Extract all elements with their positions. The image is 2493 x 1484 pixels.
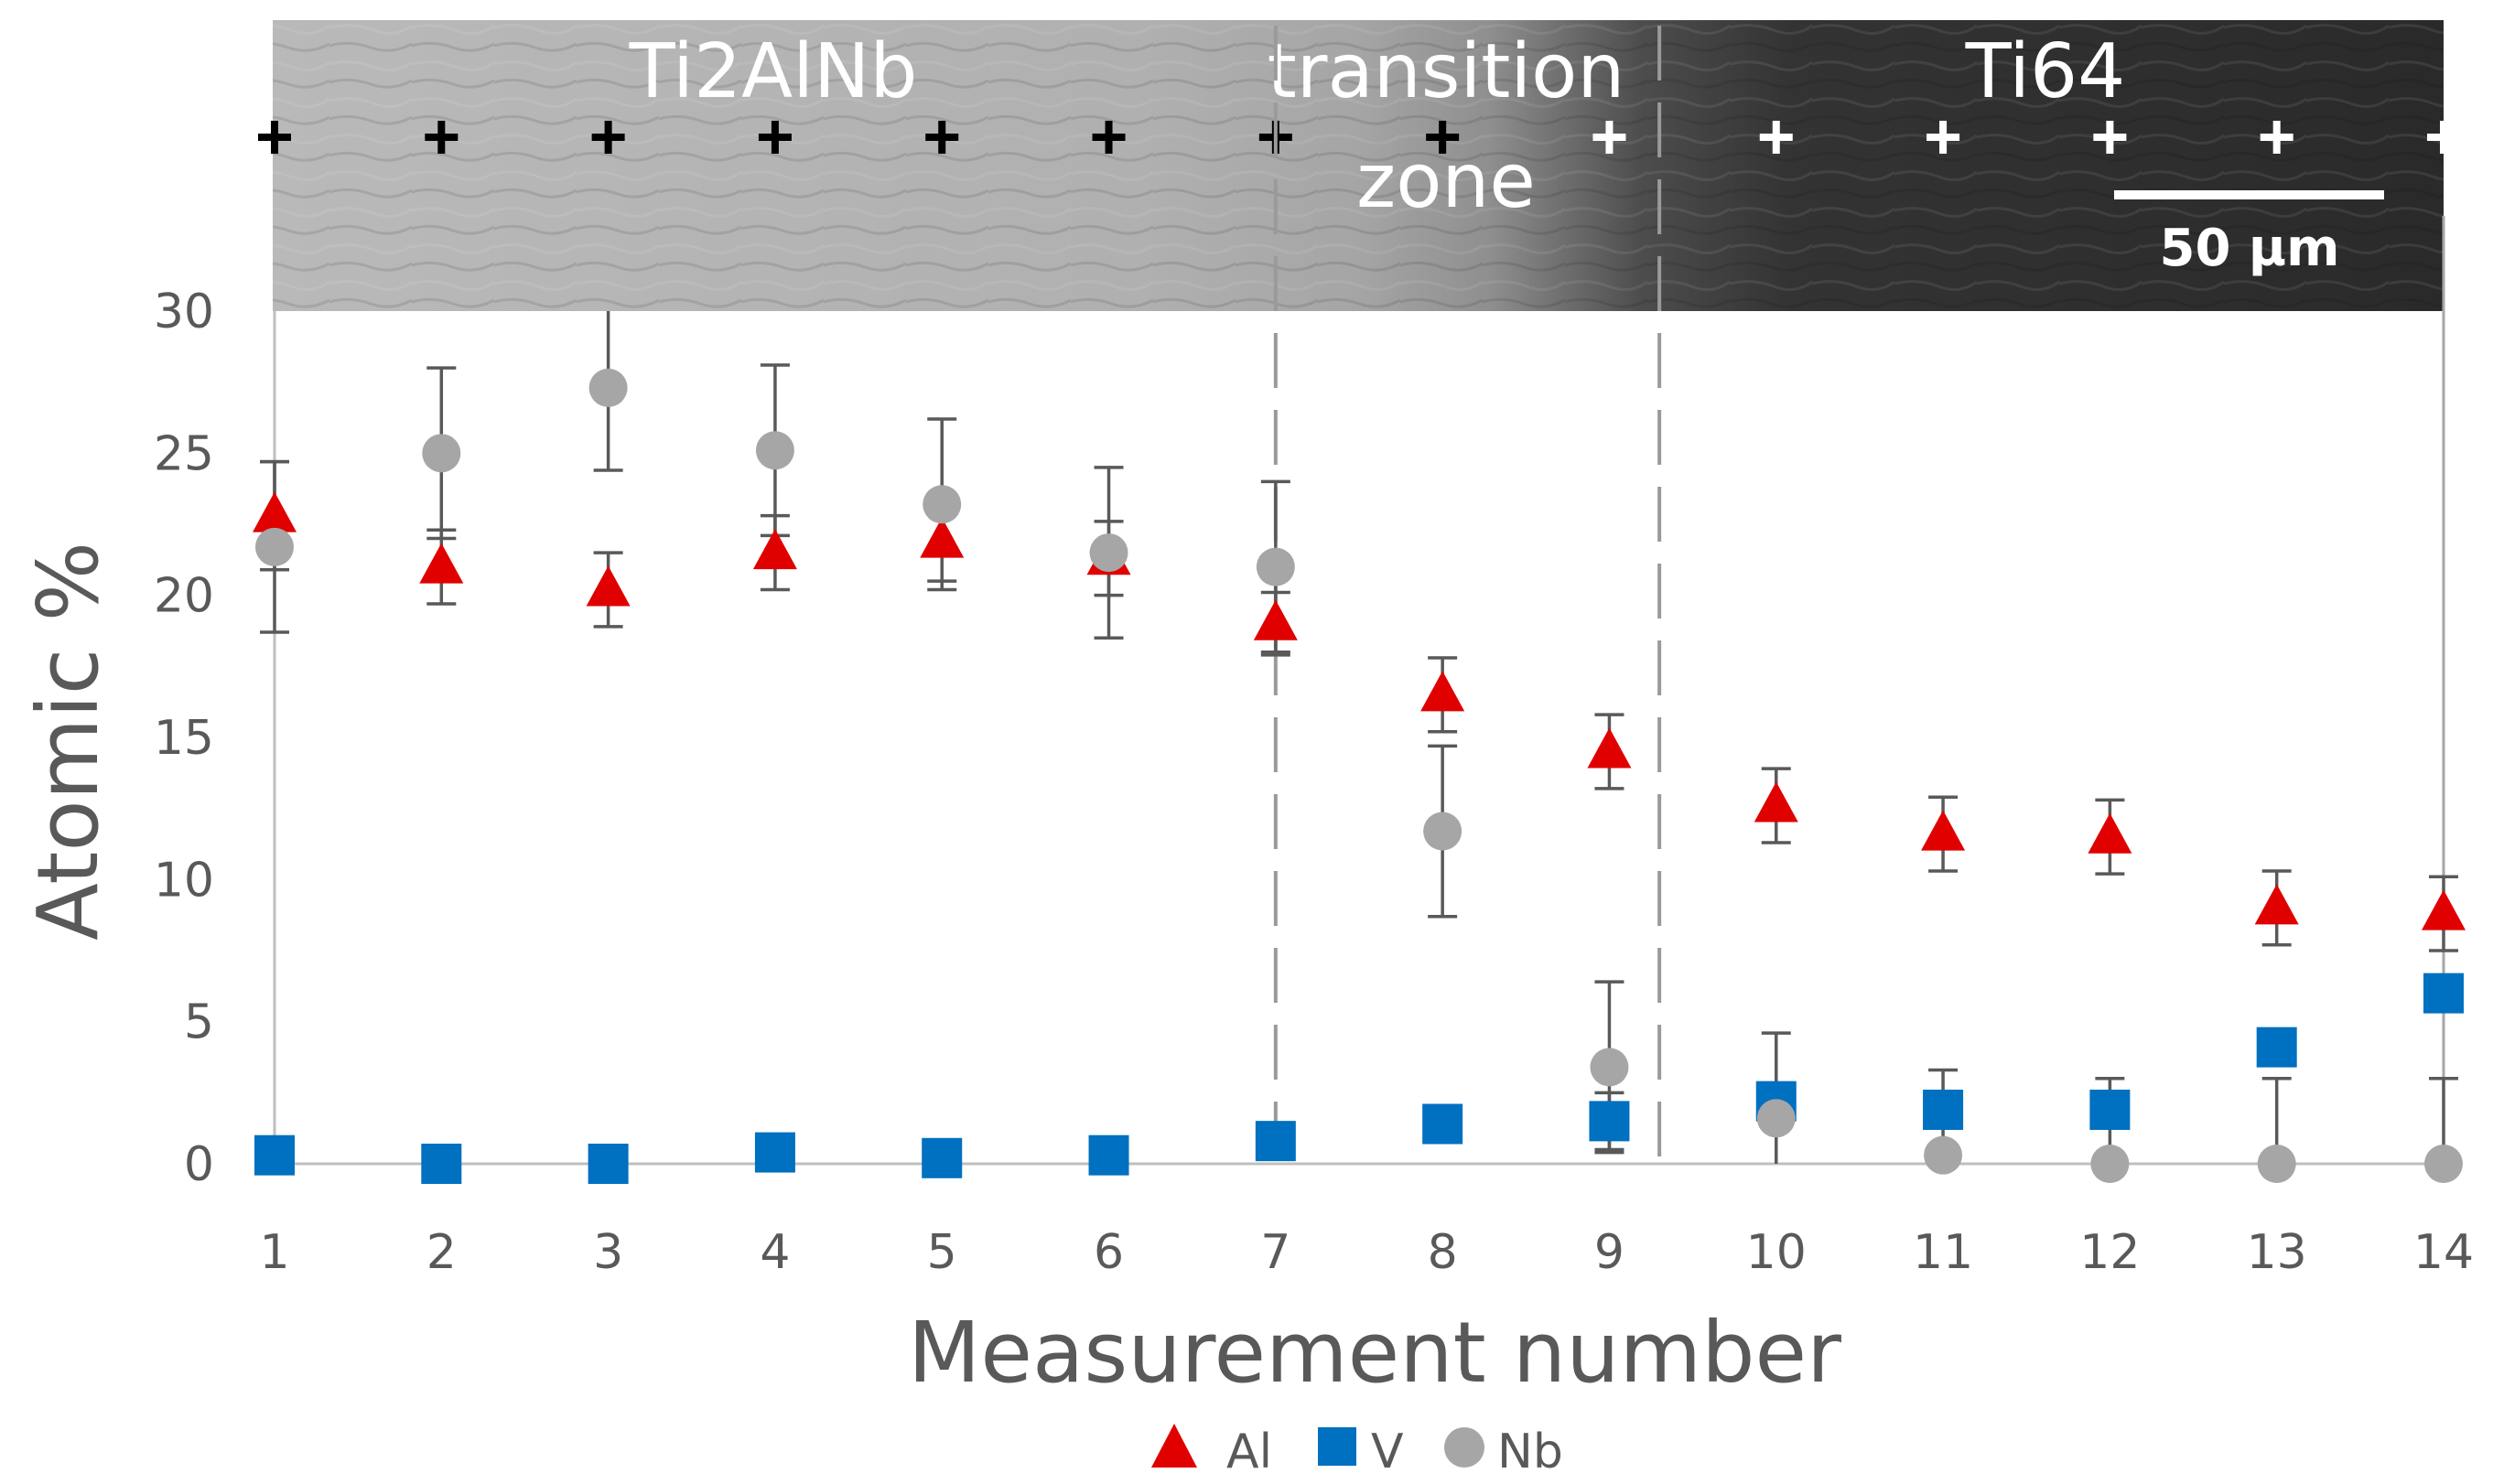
point-nb-4 xyxy=(755,431,794,470)
measurement-marker-4 xyxy=(758,121,792,154)
measurement-marker-14 xyxy=(2427,121,2460,154)
point-al-9 xyxy=(1587,727,1632,769)
point-al-14 xyxy=(2422,889,2466,930)
error-bars xyxy=(260,311,2458,1164)
x-tick-label-7: 7 xyxy=(1260,1225,1290,1280)
y-tick-label-10: 10 xyxy=(154,853,214,908)
measurement-marker-13 xyxy=(2260,121,2293,154)
point-nb-14 xyxy=(2424,1145,2463,1183)
x-tick-label-12: 12 xyxy=(2079,1225,2140,1280)
y-axis-title: Atomic % xyxy=(19,542,117,941)
point-al-11 xyxy=(1921,810,1966,851)
x-tick-label-3: 3 xyxy=(593,1225,623,1280)
legend-label-v: V xyxy=(1371,1425,1404,1479)
x-tick-label-5: 5 xyxy=(927,1225,957,1280)
y-tick-label-30: 30 xyxy=(154,285,214,339)
point-al-3 xyxy=(586,565,631,607)
measurement-marker-12 xyxy=(2093,121,2127,154)
point-v-6 xyxy=(1088,1135,1129,1176)
x-tick-label-6: 6 xyxy=(1094,1225,1124,1280)
data-markers xyxy=(253,368,2466,1184)
x-tick-label-11: 11 xyxy=(1913,1225,1973,1280)
y-tick-label-5: 5 xyxy=(184,995,214,1050)
measurement-marker-5 xyxy=(925,121,959,154)
point-al-4 xyxy=(752,529,797,570)
point-al-10 xyxy=(1754,781,1798,823)
region-label-ti2alnb: Ti2AlNb xyxy=(629,28,918,115)
point-v-9 xyxy=(1589,1101,1630,1142)
y-tick-label-25: 25 xyxy=(154,426,214,481)
measurement-marker-10 xyxy=(1759,121,1793,154)
x-tick-labels: 1 2 3 4 5 6 7 8 9 10 11 12 13 14 xyxy=(259,1225,2474,1280)
legend: Al V Nb xyxy=(1151,1424,1563,1479)
scale-bar-label: 50 µm xyxy=(2160,219,2340,278)
point-v-1 xyxy=(254,1135,295,1176)
point-nb-7 xyxy=(1256,547,1295,586)
point-al-7 xyxy=(1253,599,1298,640)
x-tick-label-1: 1 xyxy=(259,1225,289,1280)
x-tick-label-10: 10 xyxy=(1746,1225,1807,1280)
point-nb-6 xyxy=(1089,533,1128,573)
measurement-marker-6 xyxy=(1092,121,1126,154)
region-label-ti64: Ti64 xyxy=(1965,28,2126,115)
legend-square-v xyxy=(1318,1427,1356,1466)
legend-triangle-al xyxy=(1151,1424,1197,1468)
region-label-transition: transition xyxy=(1268,28,1625,115)
measurement-marker-2 xyxy=(425,121,459,154)
x-tick-label-13: 13 xyxy=(2247,1225,2307,1280)
x-tick-label-14: 14 xyxy=(2413,1225,2474,1280)
point-v-4 xyxy=(754,1132,795,1173)
measurement-marker-3 xyxy=(591,121,625,154)
point-al-1 xyxy=(253,491,297,532)
point-al-13 xyxy=(2254,884,2299,925)
y-tick-label-15: 15 xyxy=(154,711,214,766)
point-v-2 xyxy=(421,1144,462,1184)
point-nb-9 xyxy=(1590,1048,1629,1087)
y-tick-labels: 0 5 10 15 20 25 30 xyxy=(154,285,214,1192)
micrograph-image xyxy=(273,20,2444,311)
point-v-3 xyxy=(588,1144,629,1184)
x-axis-title: Measurement number xyxy=(908,1304,1841,1402)
point-v-13 xyxy=(2256,1027,2297,1068)
micrograph-texture xyxy=(273,20,2444,311)
point-nb-5 xyxy=(923,485,962,524)
measurement-markers xyxy=(258,121,2460,154)
point-nb-1 xyxy=(255,527,294,566)
measurement-marker-9 xyxy=(1592,121,1626,154)
point-nb-8 xyxy=(1423,812,1462,851)
x-tick-label-2: 2 xyxy=(426,1225,457,1280)
point-nb-11 xyxy=(1924,1135,1963,1175)
point-nb-13 xyxy=(2257,1145,2296,1183)
measurement-marker-11 xyxy=(1926,121,1960,154)
point-al-5 xyxy=(920,517,965,558)
legend-circle-nb xyxy=(1444,1427,1484,1468)
point-v-7 xyxy=(1255,1121,1296,1162)
point-al-8 xyxy=(1420,671,1465,712)
x-tick-label-9: 9 xyxy=(1594,1225,1624,1280)
point-v-5 xyxy=(922,1137,963,1178)
measurement-marker-1 xyxy=(258,121,291,154)
y-tick-label-20: 20 xyxy=(154,569,214,624)
point-v-14 xyxy=(2423,973,2464,1014)
point-nb-12 xyxy=(2090,1145,2130,1183)
measurement-marker-8 xyxy=(1426,121,1460,154)
x-tick-label-4: 4 xyxy=(760,1225,790,1280)
point-v-8 xyxy=(1422,1103,1463,1145)
point-nb-3 xyxy=(588,368,628,407)
point-al-2 xyxy=(419,543,464,584)
point-nb-2 xyxy=(422,434,461,473)
y-tick-label-0: 0 xyxy=(184,1137,214,1192)
point-v-12 xyxy=(2089,1089,2131,1130)
axes xyxy=(273,216,2445,1166)
point-v-11 xyxy=(1923,1089,1964,1130)
legend-label-nb: Nb xyxy=(1497,1425,1563,1479)
x-tick-label-8: 8 xyxy=(1428,1225,1458,1280)
point-nb-10 xyxy=(1756,1099,1796,1138)
point-al-12 xyxy=(2088,812,2132,854)
legend-label-al: Al xyxy=(1226,1425,1272,1479)
